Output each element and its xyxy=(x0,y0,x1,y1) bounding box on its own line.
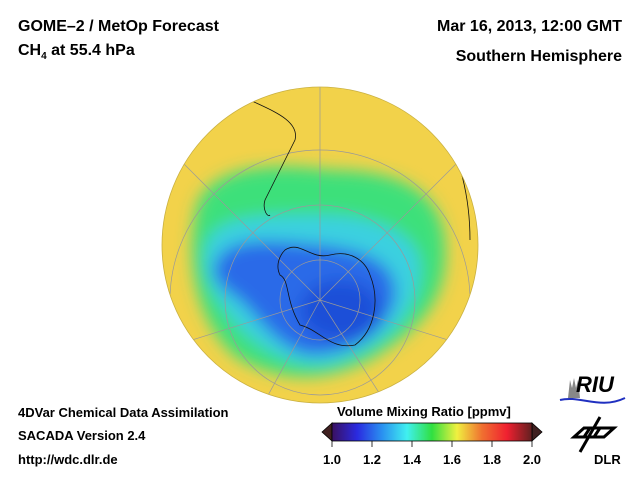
colorbar-under-arrow xyxy=(321,422,333,442)
datetime-label: Mar 16, 2013, 12:00 GMT xyxy=(437,18,622,35)
colorbar-tick-label: 1.8 xyxy=(482,452,502,467)
colorbar-tick-label: 1.2 xyxy=(362,452,382,467)
dlr-logo-icon xyxy=(570,416,618,453)
colorbar-gradient xyxy=(331,422,533,442)
colorbar-title: Volume Mixing Ratio [ppmv] xyxy=(337,404,511,419)
footer-assimilation: 4DVar Chemical Data Assimilation xyxy=(18,405,229,420)
species-name: CH xyxy=(18,42,42,59)
colorbar-over-arrow xyxy=(531,422,543,442)
dlr-logo-text: DLR xyxy=(594,452,621,467)
colorbar-tick-label: 1.4 xyxy=(402,452,422,467)
product-title: GOME–2 / MetOp Forecast xyxy=(18,18,219,35)
species-label: CH4 at 55.4 hPa xyxy=(18,42,135,62)
colorbar-tick-label: 1.0 xyxy=(322,452,342,467)
footer-version: SACADA Version 2.4 xyxy=(18,428,146,443)
riu-logo-icon xyxy=(559,378,626,404)
species-level: at 55.4 hPa xyxy=(46,42,135,59)
colorbar-tick-label: 2.0 xyxy=(522,452,542,467)
riu-logo-text: RIU xyxy=(576,372,614,397)
colorbar-tick-label: 1.6 xyxy=(442,452,462,467)
colorbar xyxy=(321,422,543,447)
species-subscript: 4 xyxy=(41,51,47,63)
region-label: Southern Hemisphere xyxy=(455,48,622,65)
footer-url[interactable]: http://wdc.dlr.de xyxy=(18,452,118,467)
